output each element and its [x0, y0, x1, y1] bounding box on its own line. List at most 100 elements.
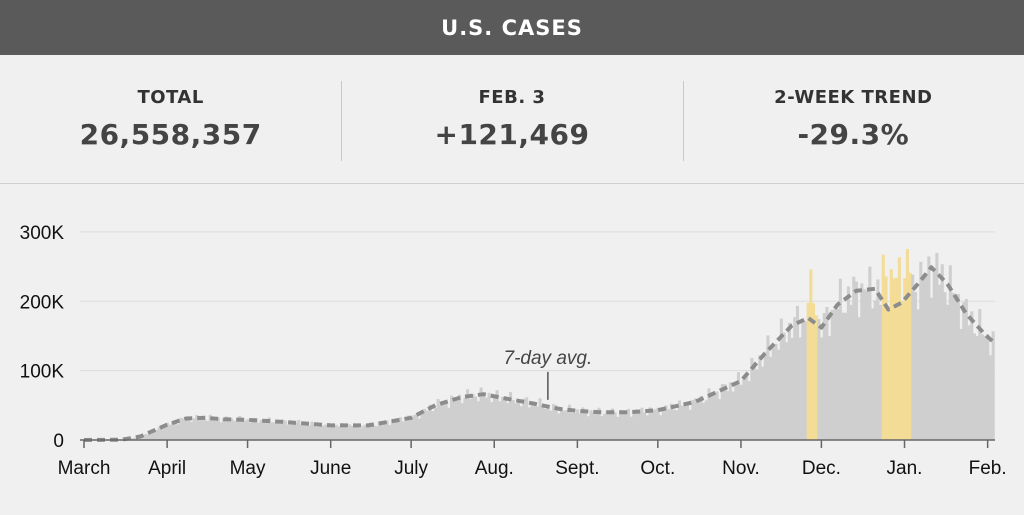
daily-bar: [954, 297, 958, 440]
daily-bar: [895, 277, 899, 440]
daily-bar: [463, 397, 467, 440]
daily-bar: [876, 279, 880, 440]
daily-bar: [517, 399, 521, 440]
daily-bar: [484, 397, 488, 440]
daily-bar: [833, 309, 837, 440]
daily-bar: [230, 418, 234, 440]
daily-bar: [439, 405, 443, 440]
daily-bar: [329, 427, 333, 440]
daily-bar: [420, 410, 424, 440]
daily-bar: [482, 392, 486, 440]
daily-bar: [862, 289, 867, 440]
daily-bar: [273, 422, 277, 440]
daily-bar: [551, 404, 555, 440]
daily-bar: [828, 336, 832, 440]
daily-bar: [283, 420, 287, 440]
daily-bar: [836, 308, 840, 440]
daily-bar: [326, 422, 330, 440]
daily-bar: [254, 417, 258, 440]
daily-bar: [527, 407, 531, 440]
daily-bar: [436, 399, 440, 440]
daily-bar: [584, 409, 588, 440]
daily-bar: [919, 261, 923, 440]
daily-bar: [857, 317, 861, 440]
daily-bar: [401, 421, 405, 440]
x-tick-label: Oct.: [640, 458, 675, 479]
daily-bar: [715, 391, 719, 440]
x-tick-label: Nov.: [722, 458, 760, 479]
daily-bar: [471, 394, 475, 440]
x-axis: March April May June July Aug. Sept. Oct. Nov. De…: [58, 439, 1007, 479]
daily-bar: [565, 410, 569, 440]
daily-bar: [348, 424, 352, 440]
daily-bar: [801, 319, 805, 440]
daily-bar: [830, 309, 834, 440]
daily-bar: [753, 361, 757, 440]
x-tick-label: Jan.: [887, 458, 923, 479]
daily-bar: [798, 337, 802, 440]
daily-bar: [165, 422, 169, 440]
daily-bar: [189, 421, 193, 440]
daily-bar: [972, 333, 976, 440]
x-tick-label: Sept.: [555, 458, 599, 479]
daily-bar: [613, 412, 617, 440]
daily-bar: [787, 322, 791, 440]
daily-bar: [267, 417, 271, 440]
daily-bar: [975, 336, 979, 440]
daily-bar: [648, 407, 652, 440]
daily-bar: [959, 328, 963, 440]
daily-bar: [718, 399, 722, 440]
daily-bar: [712, 392, 716, 440]
daily-bar: [492, 394, 496, 440]
daily-bar: [203, 418, 207, 440]
daily-bar: [935, 252, 939, 440]
header-title: U.S. CASES: [441, 15, 583, 40]
daily-bar: [763, 351, 767, 440]
daily-bar: [685, 402, 690, 440]
daily-bar: [259, 419, 263, 440]
daily-bar: [206, 421, 210, 440]
daily-bar: [393, 419, 397, 440]
daily-bar: [892, 278, 896, 440]
daily-bar: [495, 390, 499, 440]
daily-bar: [908, 272, 912, 440]
daily-bar: [313, 423, 317, 440]
daily-bar: [428, 404, 432, 440]
daily-bar: [262, 422, 266, 440]
daily-bar: [661, 408, 665, 440]
daily-bar: [423, 408, 427, 440]
daily-bar: [511, 399, 515, 440]
daily-bar: [793, 317, 797, 440]
daily-bar: [458, 394, 462, 440]
daily-bar: [924, 273, 928, 440]
daily-bar: [672, 409, 676, 440]
daily-bar: [589, 410, 593, 440]
daily-bar: [487, 392, 491, 440]
daily-bar: [576, 409, 580, 440]
daily-bar: [305, 423, 309, 440]
daily-bar: [240, 420, 244, 440]
daily-bar: [235, 421, 239, 440]
daily-bar: [602, 413, 606, 440]
daily-bar: [399, 417, 403, 440]
daily-bar: [337, 426, 341, 440]
daily-bar: [227, 421, 231, 440]
avg-annotation-label: 7-day avg.: [504, 348, 593, 369]
daily-bar: [286, 424, 290, 440]
daily-bar: [651, 410, 655, 440]
daily-bar: [294, 422, 298, 440]
daily-bar: [948, 265, 952, 440]
daily-bar: [366, 426, 370, 440]
daily-bar: [667, 409, 671, 440]
daily-bar: [731, 391, 735, 440]
daily-bar: [887, 311, 891, 440]
daily-bar: [699, 395, 703, 440]
daily-bar: [157, 426, 161, 440]
daily-bar: [758, 355, 762, 440]
daily-bar: [978, 309, 982, 440]
daily-bar: [889, 269, 893, 440]
daily-bar: [256, 422, 261, 440]
daily-bar: [559, 408, 564, 440]
daily-bar: [728, 382, 732, 440]
daily-bar: [302, 424, 306, 440]
